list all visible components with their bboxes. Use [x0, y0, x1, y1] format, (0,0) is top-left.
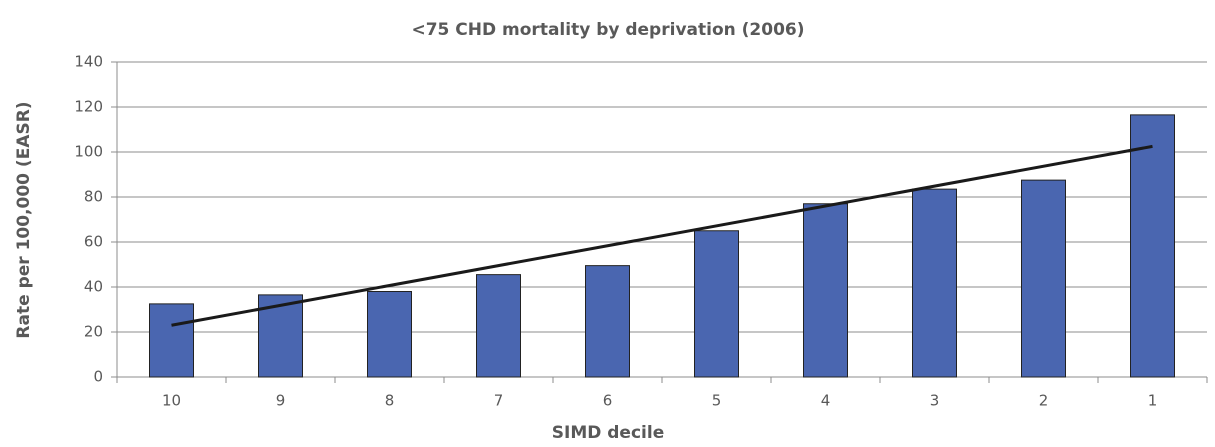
x-tick-label: 4	[821, 392, 831, 410]
x-tick-label: 6	[603, 392, 613, 410]
y-tick-label: 140	[74, 53, 103, 71]
x-tick-label: 2	[1039, 392, 1049, 410]
bar	[694, 230, 739, 378]
x-tick-label: 8	[385, 392, 395, 410]
x-axis-label: SIMD decile	[552, 423, 664, 443]
x-tick-label: 3	[930, 392, 940, 410]
x-tick-label: 7	[494, 392, 504, 410]
y-tick-label: 20	[84, 323, 103, 341]
x-tick-label: 1	[1148, 392, 1158, 410]
bar	[149, 303, 194, 378]
y-tick-label: 40	[84, 278, 103, 296]
bar	[912, 188, 957, 378]
bar	[803, 203, 848, 378]
bar	[1021, 179, 1066, 378]
x-tick-label: 9	[276, 392, 286, 410]
bar	[1130, 114, 1175, 378]
y-axis-label: Rate per 100,000 (EASR)	[14, 101, 34, 338]
bar	[476, 274, 521, 378]
y-tick-label: 100	[74, 143, 103, 161]
x-tick-label: 10	[162, 392, 181, 410]
trendline	[171, 144, 1153, 327]
y-tick-label: 60	[84, 233, 103, 251]
bar	[367, 291, 412, 378]
y-tick-label: 0	[93, 368, 103, 386]
x-tick-label: 5	[712, 392, 722, 410]
bar	[585, 265, 630, 378]
y-tick-label: 120	[74, 98, 103, 116]
y-tick-label: 80	[84, 188, 103, 206]
chart-title: <75 CHD mortality by deprivation (2006)	[411, 20, 804, 40]
